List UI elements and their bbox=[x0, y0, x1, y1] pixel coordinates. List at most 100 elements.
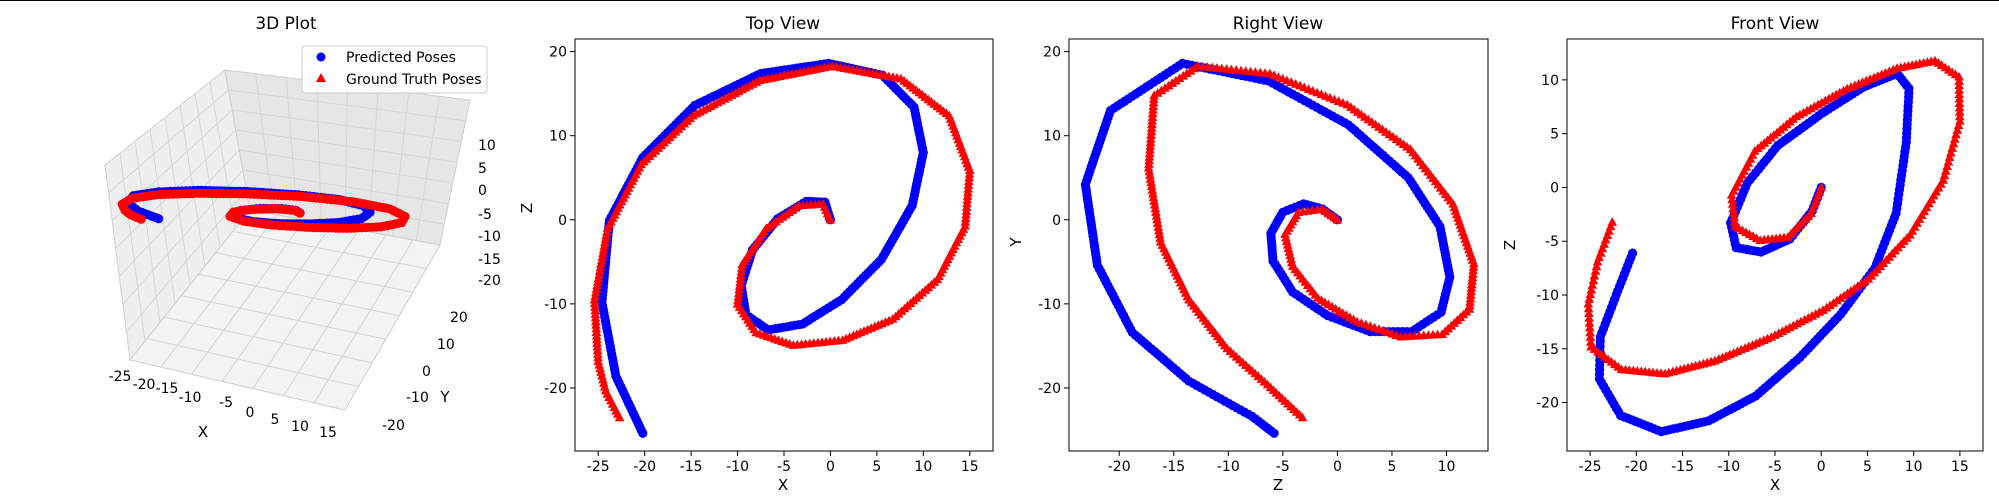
y-tick-label: -20 bbox=[1536, 396, 1559, 412]
ground-truth-point bbox=[1591, 261, 1602, 271]
ground-truth-point bbox=[1151, 207, 1161, 216]
ground-truth-point bbox=[1942, 161, 1952, 171]
grid-line bbox=[179, 105, 206, 267]
legend-marker-ground-truth bbox=[316, 73, 326, 82]
ground-truth-point bbox=[1154, 229, 1165, 239]
ground-truth-point bbox=[1144, 166, 1155, 176]
y-tick-label: 0 bbox=[1550, 180, 1559, 196]
ground-truth-point bbox=[591, 284, 602, 293]
ground-truth-point bbox=[1946, 147, 1956, 157]
y-tick-label-3d: 0 bbox=[422, 364, 431, 380]
ground-truth-point bbox=[733, 291, 744, 301]
ground-truth-point bbox=[1152, 218, 1163, 227]
ground-truth-point bbox=[1941, 166, 1951, 175]
predicted-point bbox=[1269, 428, 1279, 438]
ground-truth-point bbox=[1947, 143, 1957, 152]
y-tick-label: 0 bbox=[1052, 213, 1061, 229]
ground-truth-point bbox=[735, 277, 745, 287]
y-tick-label: 20 bbox=[549, 45, 567, 61]
grid-line bbox=[232, 109, 462, 142]
y-tick-label: 10 bbox=[1043, 129, 1061, 145]
grid-line bbox=[313, 239, 414, 404]
x-tick-label: -20 bbox=[633, 459, 656, 475]
ticks-3d: -25 -20 -15-10 -50 5 10 15 -20-10010201050-5-10… bbox=[109, 138, 501, 441]
y-tick-label: -20 bbox=[544, 381, 567, 397]
ground-truth-point bbox=[1594, 252, 1604, 262]
ground-truth-point bbox=[1954, 71, 1964, 81]
y-tick-label: 0 bbox=[558, 213, 567, 229]
x-tick-label-3d: 10 bbox=[291, 419, 309, 435]
grid-line bbox=[283, 234, 387, 396]
x-tick-label: -10 bbox=[1717, 459, 1740, 475]
y-tick-label: -10 bbox=[1038, 297, 1061, 313]
grid-line bbox=[252, 229, 359, 389]
axis-label-y-right-view: Y bbox=[1007, 237, 1025, 248]
x-tick-label: 5 bbox=[1863, 459, 1872, 475]
ground-truth-point bbox=[734, 281, 745, 290]
ground-truth-point bbox=[1951, 129, 1961, 139]
axis-label-y-front-view: Z bbox=[1501, 240, 1519, 250]
ground-truth-point bbox=[595, 262, 606, 272]
ground-truth-point bbox=[1146, 177, 1156, 187]
ground-truth-point bbox=[593, 277, 603, 286]
ground-truth-point bbox=[1943, 156, 1954, 166]
grid-line bbox=[118, 149, 240, 277]
legend: Predicted Poses Ground Truth Poses bbox=[301, 45, 488, 94]
x-tick-label: 15 bbox=[961, 459, 979, 475]
ground-truth-point bbox=[733, 295, 743, 305]
ground-truth-point bbox=[1147, 185, 1158, 194]
z-tick-label-3d: -5 bbox=[478, 207, 492, 223]
grid-line bbox=[232, 230, 427, 270]
ground-truth-point bbox=[593, 273, 604, 283]
ground-truth-point bbox=[598, 244, 609, 254]
ground-truth-point bbox=[594, 266, 605, 275]
x-tick-label-3d: 5 bbox=[271, 412, 280, 428]
predicted-point bbox=[1628, 248, 1638, 258]
x-tick-label: -20 bbox=[1108, 459, 1131, 475]
y-tick-label-3d: 10 bbox=[437, 337, 455, 353]
grid-line bbox=[160, 214, 278, 368]
predicted-point bbox=[638, 428, 648, 438]
series-predicted-front-view bbox=[1594, 68, 1914, 437]
ground-truth-point bbox=[1145, 170, 1155, 179]
ground-truth-point bbox=[1585, 337, 1596, 346]
ground-truth-point bbox=[1954, 93, 1965, 103]
series-predicted-top-view bbox=[597, 58, 928, 438]
x-tick-label: -5 bbox=[1768, 459, 1782, 475]
ground-truth-point bbox=[1727, 194, 1737, 204]
ground-truth-point bbox=[735, 273, 746, 283]
ground-truth-point bbox=[1587, 280, 1598, 289]
ground-truth-point bbox=[1729, 216, 1740, 226]
panel-3d-plot: 3D Plot -25 -20 -15-10 -50 5 10 15 -20-10010201… bbox=[104, 14, 501, 441]
ground-truth-point bbox=[1954, 80, 1964, 90]
axis-label-y-top-view: Z bbox=[518, 203, 536, 213]
ground-truth-point bbox=[1730, 221, 1740, 230]
x-tick-label: 10 bbox=[1905, 459, 1923, 475]
ground-truth-point bbox=[734, 284, 744, 294]
ground-truth-point bbox=[1954, 102, 1965, 112]
ground-truth-point bbox=[594, 269, 604, 279]
y-tick-label: -10 bbox=[1536, 288, 1559, 304]
ground-truth-point bbox=[1584, 308, 1594, 317]
grid-line bbox=[194, 93, 221, 248]
ground-truth-point bbox=[1600, 234, 1611, 244]
grid-line bbox=[181, 295, 386, 340]
panel-right-view: Right View Z Y -20 -15 -10 -5 0 5 10 -20 -10 0 10 2… bbox=[1007, 14, 1489, 494]
ground-truth-point bbox=[1585, 332, 1596, 341]
ground-truth-point bbox=[597, 252, 608, 261]
x-tick-label: 5 bbox=[872, 459, 881, 475]
ground-truth-point bbox=[1148, 192, 1159, 202]
ground-truth-point bbox=[598, 248, 608, 257]
grid-line bbox=[221, 224, 332, 382]
x-tick-label: -15 bbox=[1671, 459, 1694, 475]
ground-truth-point bbox=[596, 259, 606, 268]
grid-line bbox=[242, 169, 449, 205]
ground-truth-point bbox=[1954, 98, 1965, 107]
ground-truth-point bbox=[1143, 162, 1154, 172]
ground-truth-point bbox=[1585, 289, 1596, 299]
ground-truth-point bbox=[736, 266, 747, 276]
grid-line bbox=[119, 153, 146, 342]
x-tick-label: -15 bbox=[1162, 459, 1185, 475]
y-tick-label: 10 bbox=[1541, 73, 1559, 89]
axis-label-x-top-view: X bbox=[778, 476, 788, 494]
